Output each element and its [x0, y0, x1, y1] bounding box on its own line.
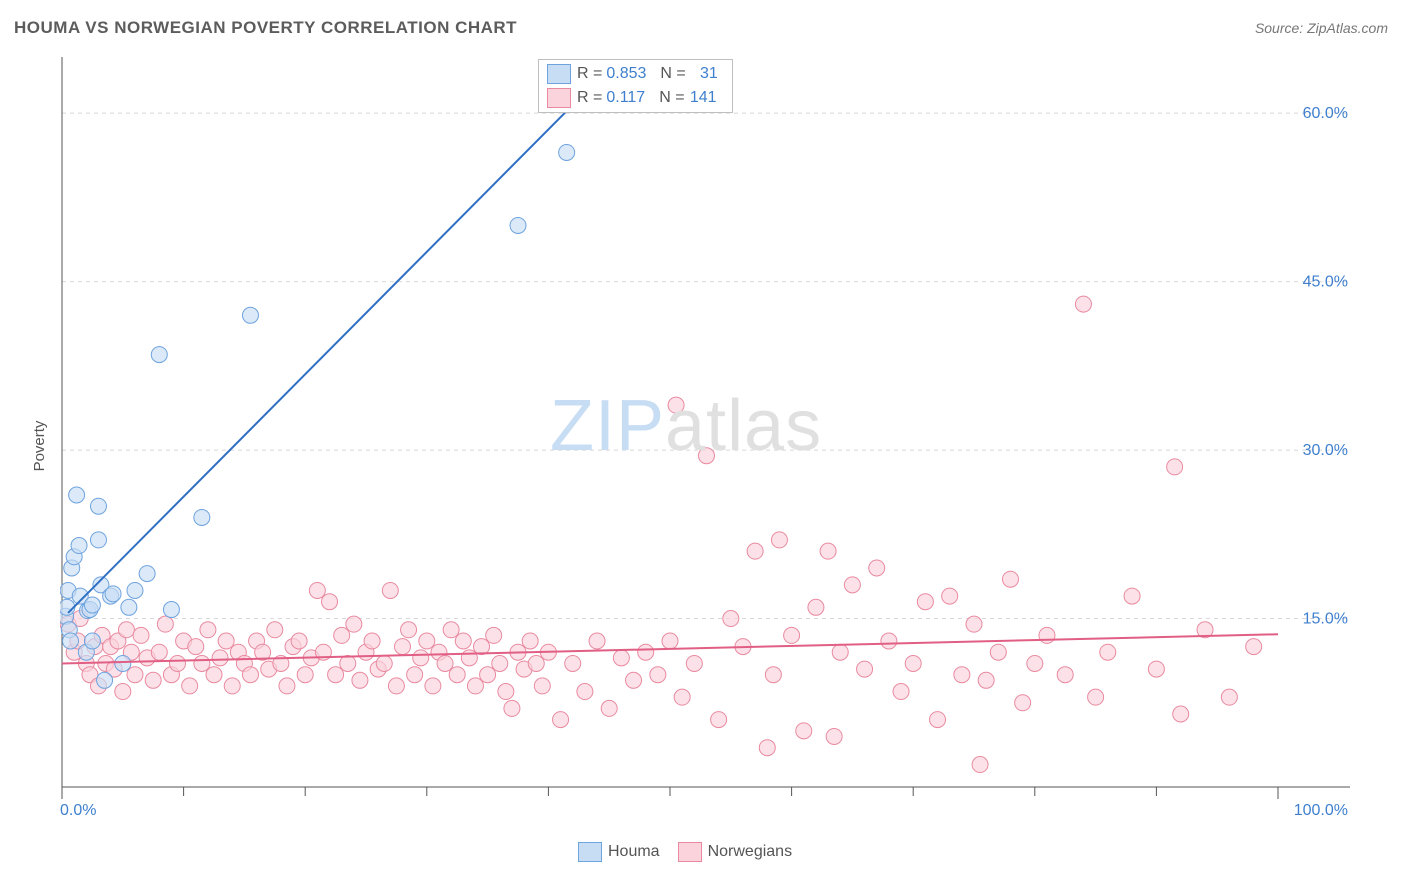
svg-text:60.0%: 60.0%	[1303, 105, 1348, 122]
svg-text:30.0%: 30.0%	[1303, 442, 1348, 459]
bottom-legend-houma: Houma	[608, 843, 660, 861]
svg-text:15.0%: 15.0%	[1303, 611, 1348, 628]
stats-row-houma: R = 0.853 N = 31	[547, 62, 722, 86]
swatch-houma	[547, 64, 571, 84]
svg-text:45.0%: 45.0%	[1303, 274, 1348, 291]
swatch-norwegians	[547, 88, 571, 108]
stats-row-norwegians: R = 0.117 N = 141	[547, 86, 722, 110]
r-label-norwegians: R =	[577, 89, 602, 107]
stats-legend: R = 0.853 N = 31 R = 0.117 N = 141	[538, 59, 733, 113]
scatter-chart: 15.0% 30.0% 45.0% 60.0% 0.0% 100.0%	[60, 55, 1350, 815]
n-label-norwegians: N =	[659, 89, 684, 107]
bottom-legend: Houma Norwegians	[560, 842, 792, 862]
bottom-legend-norwegians: Norwegians	[708, 843, 792, 861]
svg-text:100.0%: 100.0%	[1294, 802, 1348, 815]
y-axis-label: Poverty	[31, 421, 48, 472]
plot-area: 15.0%30.0%45.0%60.0%0.0%100.0% ZIPatlas …	[60, 55, 1350, 815]
n-value-houma: 31	[690, 65, 718, 83]
bottom-swatch-houma	[578, 842, 602, 862]
r-value-norwegians: 0.117	[606, 89, 645, 107]
source-label: Source: ZipAtlas.com	[1255, 20, 1388, 36]
n-value-norwegians: 141	[689, 89, 717, 107]
r-label-houma: R =	[577, 65, 602, 83]
header: HOUMA VS NORWEGIAN POVERTY CORRELATION C…	[0, 0, 1406, 50]
svg-text:0.0%: 0.0%	[60, 802, 96, 815]
n-label-houma: N =	[660, 65, 685, 83]
r-value-houma: 0.853	[606, 65, 646, 83]
bottom-swatch-norwegians	[678, 842, 702, 862]
chart-title: HOUMA VS NORWEGIAN POVERTY CORRELATION C…	[14, 18, 517, 38]
